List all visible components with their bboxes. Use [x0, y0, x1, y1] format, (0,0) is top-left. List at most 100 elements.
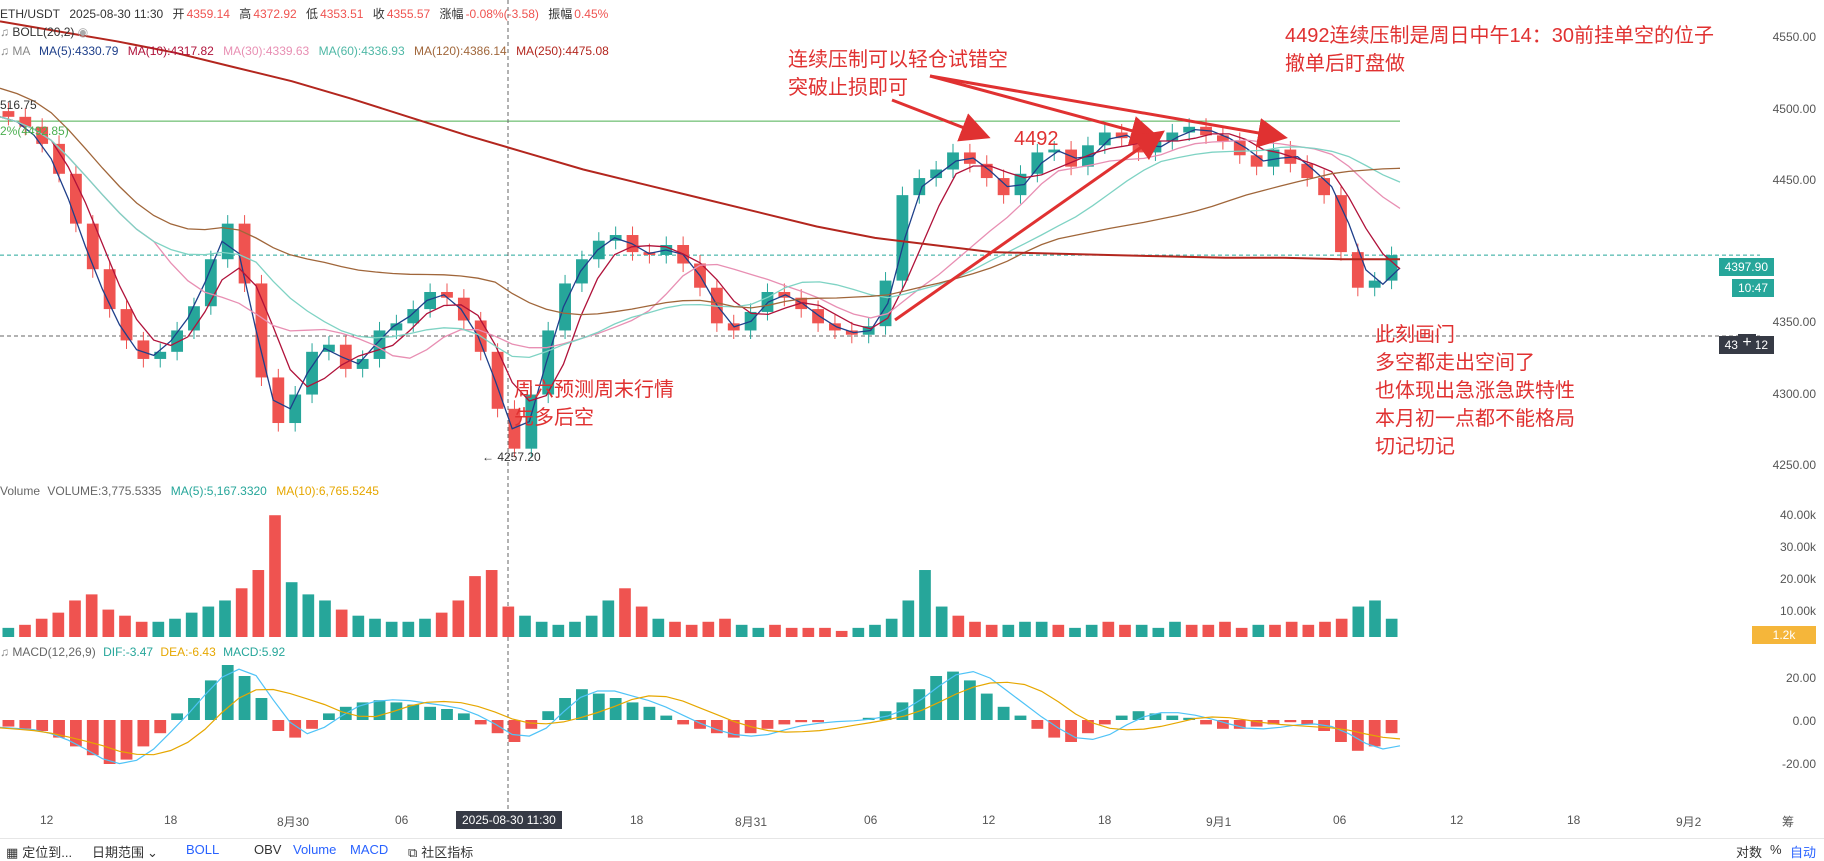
macd-bar — [1183, 717, 1196, 720]
change-value: -0.08%(-3.58) — [465, 7, 539, 21]
candle — [36, 126, 49, 144]
volume-tick: 30.00k — [1779, 540, 1816, 554]
macd-bar — [1301, 720, 1314, 725]
candle — [323, 344, 335, 352]
volume-bar — [902, 600, 915, 637]
ma-icon[interactable]: ♫ — [0, 44, 9, 58]
volume-bar — [852, 627, 865, 637]
volume-bar — [1319, 621, 1331, 637]
candle — [508, 408, 521, 449]
candle — [19, 116, 32, 127]
volume-toggle[interactable]: Volume — [293, 842, 337, 857]
macd-bar — [390, 702, 403, 720]
macd-label[interactable]: MACD(12,26,9) — [12, 645, 96, 659]
volume-bar — [669, 621, 681, 637]
ma30-label: MA(30):4339.63 — [223, 44, 310, 58]
volume-bar — [152, 621, 165, 637]
volume-bar — [969, 621, 981, 637]
time-tick: 06 — [395, 813, 409, 827]
macd-toggle[interactable]: MACD — [350, 842, 389, 857]
community-indicators-button[interactable]: ⧉ 社区指标 — [408, 842, 473, 861]
auto-toggle[interactable]: 自动 — [1790, 845, 1817, 860]
boll-row: ♫ BOLL(20,2) ◉ — [0, 25, 88, 39]
macd-bar — [963, 680, 976, 720]
left-level-label: 2%(4492.85) — [0, 124, 69, 138]
volume-bar — [1085, 624, 1098, 637]
volume-bar — [19, 624, 31, 637]
date-range-button[interactable]: 日期范围 ⌄ — [92, 842, 158, 861]
candle — [1065, 149, 1077, 167]
volume-bar — [935, 606, 948, 637]
bell-icon[interactable]: ♫ — [0, 25, 9, 39]
volume-bar — [1135, 624, 1148, 637]
volume-tick: 10.00k — [1779, 604, 1816, 618]
volume-bar — [719, 618, 731, 637]
candle — [1267, 149, 1280, 167]
bottom-toolbar: ▦ 定位到... 日期范围 ⌄ BOLL OBV Volume MACD ⧉ 社区指标… — [0, 838, 1824, 861]
macd-bar — [407, 704, 420, 720]
volume-ma5: MA(5):5,167.3320 — [170, 484, 267, 498]
boll-toggle[interactable]: BOLL — [186, 842, 220, 857]
macd-tick: 20.00 — [1785, 671, 1816, 685]
macd-bar — [120, 720, 133, 760]
macd-bar — [36, 720, 49, 731]
macd-bar — [356, 702, 369, 720]
candle — [86, 223, 99, 270]
volume-bar — [1285, 621, 1298, 637]
volume-bar — [1269, 624, 1281, 637]
candle — [913, 178, 926, 196]
time-tick: 18 — [630, 813, 644, 827]
volume-bar — [1352, 606, 1365, 637]
volume-bar — [1302, 624, 1315, 637]
volume-bar — [252, 570, 265, 637]
eye-icon[interactable]: ◉ — [77, 25, 89, 39]
candle — [1250, 155, 1263, 167]
candle — [930, 169, 943, 179]
candle — [255, 283, 268, 378]
macd-bar — [592, 693, 605, 720]
volume-bar — [735, 624, 748, 637]
candle — [306, 351, 318, 395]
macd-bar — [424, 706, 437, 720]
macd-bar — [761, 720, 774, 729]
low-value: 4353.51 — [320, 7, 364, 21]
volume-bar — [119, 615, 131, 637]
note-summary-line2: 多空都走出空间了 — [1375, 352, 1535, 374]
macd-bar — [70, 720, 82, 747]
date-range-label: 日期范围 — [92, 845, 145, 860]
ma30-line — [0, 116, 1401, 359]
macd-bar — [204, 680, 217, 720]
volume-bar — [702, 621, 715, 637]
candle — [542, 330, 555, 395]
cursor-time-label: 2025-08-30 11:30 — [456, 811, 562, 829]
locate-button[interactable]: ▦ 定位到... — [6, 842, 72, 861]
close-label: 收 — [372, 7, 385, 21]
volume-bar — [835, 630, 848, 637]
macd-bar — [255, 698, 268, 720]
volume-bar — [802, 627, 815, 637]
pct-toggle[interactable]: % — [1770, 842, 1782, 857]
candle — [154, 351, 167, 359]
macd-bar — [677, 720, 690, 725]
plus-icon[interactable]: + — [1738, 334, 1756, 352]
macd-bar — [1082, 720, 1094, 734]
obv-toggle[interactable]: OBV — [254, 842, 282, 857]
volume-bar — [985, 624, 998, 637]
grid — [0, 0, 1760, 810]
note-pressure: 连续压制可以轻仓试错空 突破止损即可 — [788, 46, 1008, 102]
volume-bar — [819, 627, 831, 637]
volume-bar — [1152, 627, 1165, 637]
annotation-arrow — [891, 98, 991, 142]
macd-icon[interactable]: ♫ — [0, 645, 9, 659]
log-toggle[interactable]: 对数 — [1736, 845, 1763, 860]
boll-label[interactable]: BOLL(20,2) — [12, 25, 75, 39]
macd-bar — [1115, 715, 1128, 720]
candle — [1166, 132, 1179, 142]
ma60-label: MA(60):4336.93 — [318, 44, 405, 58]
ma-label[interactable]: MA — [12, 44, 30, 58]
macd-bar — [137, 720, 150, 747]
volume-bar — [869, 624, 881, 637]
volume-bar — [2, 627, 15, 637]
volume-bar — [635, 606, 648, 637]
